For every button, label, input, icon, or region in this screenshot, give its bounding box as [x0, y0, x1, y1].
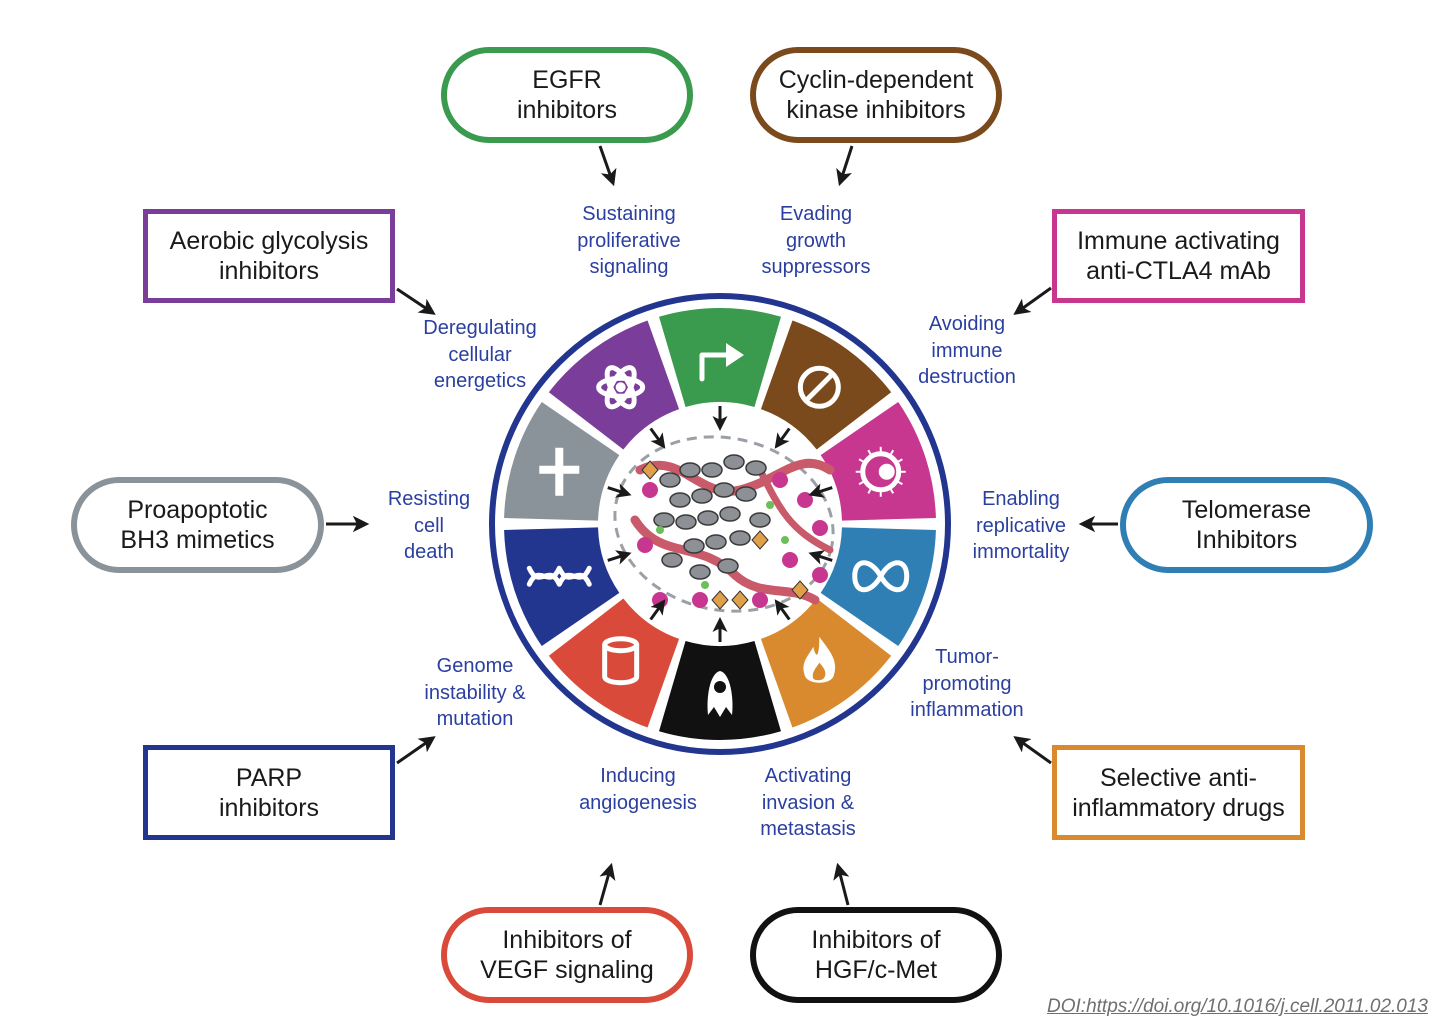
wheel-segment-genome: [504, 527, 620, 647]
wheel-segment-angiogenesis: [548, 598, 680, 728]
arrow-up-right-icon: [699, 343, 744, 382]
ctla4-mab-label: Immune activating anti-CTLA4 mAb: [1077, 227, 1280, 285]
hallmark-proliferative-label: Sustaining proliferative signaling: [577, 203, 681, 278]
tumor-microenvironment-image: [613, 435, 835, 613]
hgf-cmet-inhibitors-label: Inhibitors of HGF/c-Met: [811, 926, 941, 984]
vegf-inhibitors-box: Inhibitors of VEGF signaling: [441, 907, 693, 1003]
cdk-inhibitors-box: Cyclin-dependent kinase inhibitors: [750, 47, 1002, 143]
glycolysis-inhibitors-label: Aerobic glycolysis inhibitors: [169, 227, 369, 285]
bh3-mimetics-label: Proapoptotic BH3 mimetics: [120, 496, 275, 554]
hallmark-invasion-label: Activating invasion & metastasis: [760, 765, 856, 840]
egfr-inhibitors-box: EGFR inhibitors: [441, 47, 693, 143]
atom-icon: [596, 365, 646, 410]
wheel-segment-growth: [760, 320, 892, 450]
cdk-inhibitors-label: Cyclin-dependent kinase inhibitors: [778, 66, 974, 124]
inward-arrows: [607, 406, 833, 642]
flame-icon: [803, 636, 836, 683]
ctla4-mab-box: Immune activating anti-CTLA4 mAb: [1052, 209, 1305, 303]
infinity-icon: [852, 560, 910, 593]
hallmark-death-label: Resisting cell death: [387, 488, 471, 563]
telomerase-inhibitors-label: Telomerase Inhibitors: [1181, 496, 1312, 554]
parp-inhibitors-label: PARP inhibitors: [218, 763, 320, 822]
wheel-segment-immortality: [820, 527, 936, 647]
glycolysis-inhibitors-box: Aerobic glycolysis inhibitors: [143, 209, 395, 303]
vegf-inhibitors-label: Inhibitors of VEGF signaling: [480, 926, 654, 984]
anti-inflammatory-box: Selective anti- inflammatory drugs: [1052, 745, 1305, 840]
hallmark-immune-label: Avoiding immune destruction: [918, 313, 1016, 388]
hgf-cmet-inhibitors-box: Inhibitors of HGF/c-Met: [750, 907, 1002, 1003]
wheel-segment-immune: [820, 401, 936, 521]
doi-link[interactable]: DOI:https://doi.org/10.1016/j.cell.2011.…: [1047, 996, 1428, 1017]
bh3-mimetics-box: Proapoptotic BH3 mimetics: [71, 477, 324, 573]
hallmark-energetics-label: Deregulating cellular energetics: [423, 317, 537, 392]
hallmark-angiogenesis-label: Inducing angiogenesis: [579, 765, 697, 814]
hallmark-immortality-label: Enabling replicative immortality: [972, 488, 1070, 563]
hallmark-genome-label: Genome instability & mutation: [424, 655, 526, 730]
dna-icon: [526, 565, 592, 587]
telomerase-inhibitors-box: Telomerase Inhibitors: [1120, 477, 1373, 573]
prohibition-icon: [797, 365, 841, 409]
parp-inhibitors-box: PARP inhibitors: [143, 745, 395, 840]
immune-cell-icon: [855, 446, 906, 497]
cross-icon: [539, 447, 580, 496]
migrating-cell-icon: [707, 671, 733, 717]
hallmark-inflammation-label: Tumor- promoting inflammation: [910, 646, 1024, 721]
anti-inflammatory-label: Selective anti- inflammatory drugs: [1072, 763, 1285, 822]
egfr-inhibitors-label: EGFR inhibitors: [516, 66, 618, 124]
blood-vessel-icon: [602, 636, 640, 686]
hallmark-growth-label: Evading growth suppressors: [761, 203, 871, 278]
